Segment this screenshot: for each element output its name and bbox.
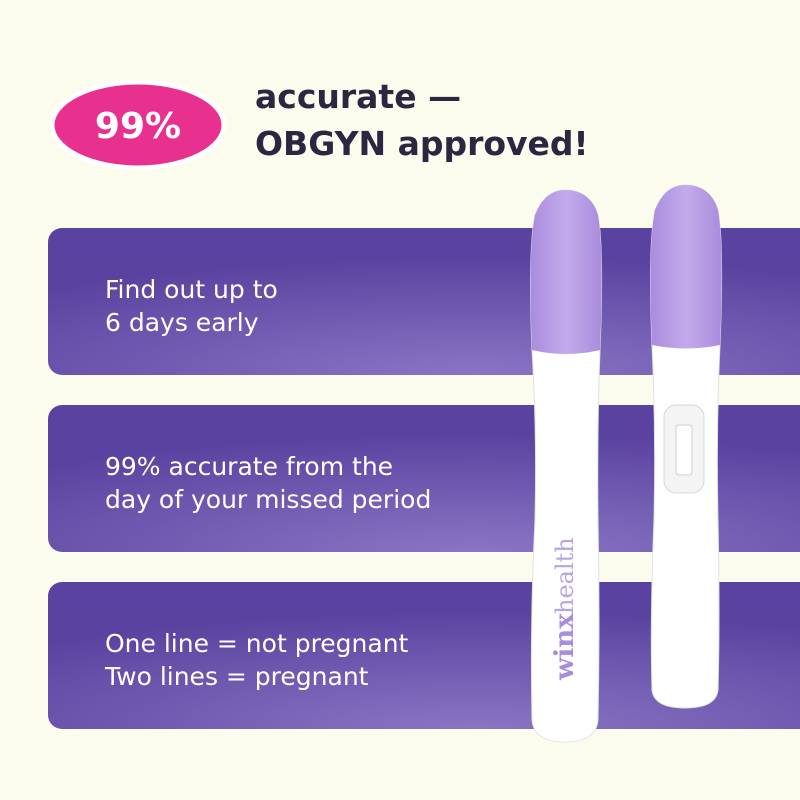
brand: winx health [550,537,580,681]
card-bg [48,582,800,729]
card-bg [48,405,800,552]
badge-shape [49,79,227,171]
headline: accurate — [255,77,461,116]
card: Find out up to 6 days early [48,228,800,375]
card-bg [48,228,800,375]
card-text: day of your missed period [105,485,431,514]
headline: OBGYN approved! [255,124,589,163]
card-text: Find out up to [105,275,278,304]
card-text: 99% accurate from the [105,452,393,481]
stick-cap [530,190,602,354]
card-text: 6 days early [105,308,259,337]
test-stick [650,184,723,709]
test-stick: winx health [530,189,603,743]
stick-cap [650,185,722,349]
result-strip [675,424,693,476]
badge: 99% [49,79,227,171]
brand-suffix: health [551,537,579,614]
badge-text: 99% [95,106,181,147]
card-text: Two lines = pregnant [104,662,369,691]
brand-name: winx [550,613,580,681]
card-text: One line = not pregnant [105,629,409,658]
card: 99% accurate from the day of your missed… [48,405,800,552]
card: One line = not pregnant Two lines = preg… [48,582,800,729]
